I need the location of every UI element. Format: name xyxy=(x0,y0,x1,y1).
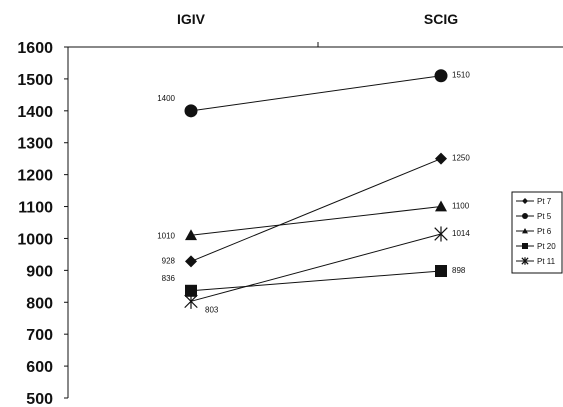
legend-label: Pt 5 xyxy=(537,212,552,221)
series-line-pt-6 xyxy=(190,206,442,236)
data-label: 836 xyxy=(162,274,176,283)
series-line-pt-20 xyxy=(190,270,442,292)
category-label: IGIV xyxy=(177,11,206,27)
data-point-circle xyxy=(522,213,528,219)
data-point-diamond xyxy=(435,152,447,165)
data-label: 1510 xyxy=(452,71,470,80)
data-point-diamond xyxy=(185,255,197,268)
legend-box xyxy=(511,191,563,274)
data-point-triangle xyxy=(435,200,447,212)
data-point-diamond xyxy=(522,198,528,204)
data-point-asterisk xyxy=(434,226,448,242)
data-labels: 928 1250 1400 1510 1010 1100 836 898 803 1014 xyxy=(157,71,470,315)
y-tick-label: 1400 xyxy=(17,104,53,121)
category-label: SCIG xyxy=(424,11,458,27)
data-point-square xyxy=(185,284,197,297)
data-point-circle xyxy=(434,69,448,83)
series-line-pt-11 xyxy=(190,233,442,302)
y-tick-label: 1200 xyxy=(17,168,53,185)
y-tick-label: 700 xyxy=(26,327,53,344)
legend-item: Pt 20 xyxy=(516,242,556,251)
y-tick-label: 1100 xyxy=(18,200,53,217)
series-line-pt-5 xyxy=(190,75,442,112)
data-point-asterisk xyxy=(184,293,198,309)
legend-item: Pt 6 xyxy=(516,227,552,236)
data-label: 898 xyxy=(452,266,466,275)
legend-label: Pt 6 xyxy=(537,227,552,236)
legend-label: Pt 7 xyxy=(537,197,552,206)
series-lines xyxy=(190,75,442,302)
data-point-square xyxy=(435,265,447,278)
series-line-pt-7 xyxy=(190,158,442,262)
series-markers xyxy=(184,69,448,309)
data-point-square xyxy=(522,243,528,249)
category-labels: IGIV SCIG xyxy=(177,11,458,27)
data-label: 1014 xyxy=(452,229,470,238)
y-tick-label: 900 xyxy=(26,263,53,280)
chart-axes: 500 600 700 800 900 1000 1100 1200 1300 1400 1500 1… xyxy=(17,40,563,407)
legend: Pt 7 Pt 5 Pt 6 Pt 20 Pt 11 xyxy=(511,191,563,274)
data-point-triangle xyxy=(185,229,197,241)
data-point-circle xyxy=(184,104,198,118)
data-label: 803 xyxy=(205,305,219,314)
data-label: 1400 xyxy=(157,94,175,103)
data-label: 1100 xyxy=(452,202,470,211)
y-tick-label: 800 xyxy=(26,295,53,312)
data-label: 1250 xyxy=(452,154,470,163)
legend-item: Pt 7 xyxy=(516,197,552,206)
legend-label: Pt 11 xyxy=(537,257,556,266)
data-point-triangle xyxy=(522,228,528,234)
legend-label: Pt 20 xyxy=(537,242,556,251)
data-label: 928 xyxy=(162,256,176,265)
y-tick-label: 1000 xyxy=(17,231,53,248)
legend-item: Pt 11 xyxy=(516,257,556,266)
y-tick-label: 600 xyxy=(26,359,53,376)
y-tick-label: 1300 xyxy=(17,136,53,153)
data-label: 1010 xyxy=(157,231,175,240)
y-tick-label: 1500 xyxy=(17,72,53,89)
y-tick-label: 1600 xyxy=(17,40,53,57)
legend-item: Pt 5 xyxy=(516,212,552,221)
data-point-asterisk xyxy=(521,257,529,265)
y-tick-label: 500 xyxy=(26,391,53,407)
